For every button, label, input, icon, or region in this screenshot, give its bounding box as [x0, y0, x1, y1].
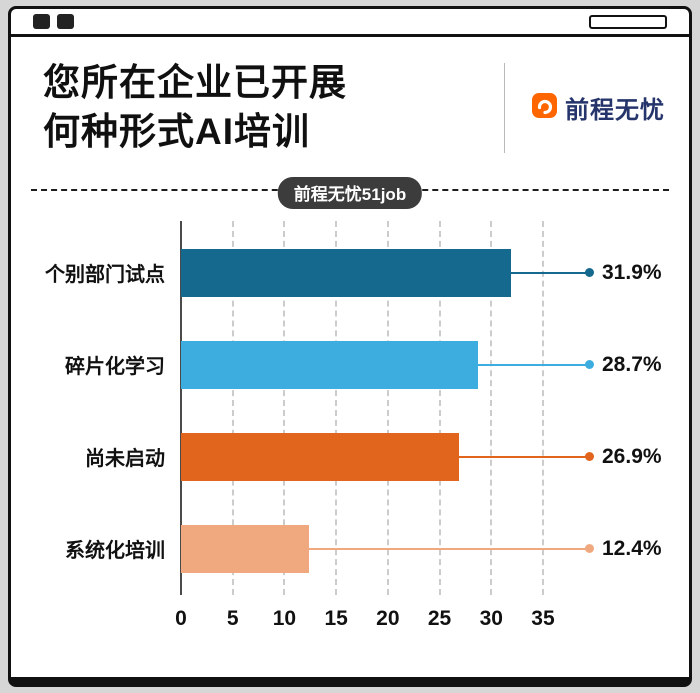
brand-block: 前程无忧	[504, 59, 665, 157]
bar-area	[181, 524, 594, 573]
page-title-line-2: 何种形式AI培训	[43, 110, 310, 152]
x-tick-label: 35	[531, 606, 555, 630]
gridline	[335, 220, 338, 595]
window-control-square-2	[57, 14, 74, 29]
value-label: 26.9%	[602, 444, 662, 468]
value-label: 12.4%	[602, 536, 662, 560]
value-label: 28.7%	[602, 352, 662, 376]
51job-logo: 前程无忧	[531, 90, 665, 125]
gridline	[283, 220, 286, 595]
chart-row: 系统化培训 12.4%	[31, 503, 669, 595]
x-tick-label: 25	[427, 606, 452, 630]
axis-zero-line	[180, 220, 182, 595]
chart-row: 碎片化学习 28.7%	[31, 319, 669, 411]
value-dot	[585, 360, 594, 370]
51job-logo-icon	[531, 92, 558, 124]
x-tick-label: 10	[272, 606, 297, 630]
bar-area	[181, 340, 594, 389]
leader-line	[459, 455, 590, 458]
x-tick-label: 15	[324, 606, 348, 630]
value-label: 31.9%	[602, 260, 662, 284]
chart-row: 个别部门试点 31.9%	[31, 227, 669, 319]
x-tick-label: 20	[376, 606, 400, 630]
infographic-card: 您所在企业已开展 何种形式AI培训 前程无忧 前程无忧51job	[8, 6, 692, 687]
value-dot	[585, 452, 594, 462]
card-content: 您所在企业已开展 何种形式AI培训 前程无忧 前程无忧51job	[11, 37, 689, 651]
value-dot	[585, 268, 594, 278]
bar-chart: 个别部门试点 31.9% 碎片化学习 28.7% 尚未启动 26.9% 系统化培训 12.4%…	[31, 199, 669, 641]
category-label: 系统化培训	[65, 540, 165, 563]
page-title-line-1: 您所在企业已开展	[43, 62, 347, 103]
page-title: 您所在企业已开展 何种形式AI培训	[43, 59, 504, 157]
gridline	[541, 220, 544, 595]
window-titlebar	[11, 9, 689, 37]
chart-row: 尚未启动 26.9%	[31, 411, 669, 503]
chart-rows: 个别部门试点 31.9% 碎片化学习 28.7% 尚未启动 26.9% 系统化培训 12.4%	[31, 199, 669, 595]
gridline	[231, 220, 234, 595]
category-label: 个别部门试点	[45, 264, 165, 287]
brand-name: 前程无忧	[565, 97, 665, 125]
bar	[181, 524, 310, 573]
leader-line	[510, 271, 590, 274]
bar-area	[181, 248, 594, 297]
bar-area	[181, 432, 594, 481]
x-tick-label: 30	[479, 606, 503, 630]
leader-line	[309, 547, 590, 550]
x-tick-label: 5	[226, 606, 239, 630]
bar	[181, 340, 478, 389]
window-control-square-1	[33, 14, 50, 29]
header: 您所在企业已开展 何种形式AI培训 前程无忧	[31, 37, 669, 175]
gridline	[438, 220, 441, 595]
dashed-separator: 前程无忧51job	[31, 176, 669, 209]
category-label: 碎片化学习	[65, 356, 165, 379]
bar	[181, 432, 460, 481]
bar	[181, 248, 511, 297]
x-axis: 0 5 10 15 20 25 30 35	[175, 595, 574, 641]
value-dot	[585, 544, 594, 554]
gridline	[386, 220, 389, 595]
leader-line	[477, 363, 590, 366]
vertical-divider	[504, 63, 505, 153]
x-tick-label: 0	[175, 606, 187, 630]
chart-gridlines	[180, 220, 574, 595]
source-badge: 前程无忧51job	[277, 176, 423, 209]
window-control-rectangle	[589, 14, 667, 29]
category-label: 尚未启动	[85, 448, 165, 471]
gridline	[490, 220, 493, 595]
